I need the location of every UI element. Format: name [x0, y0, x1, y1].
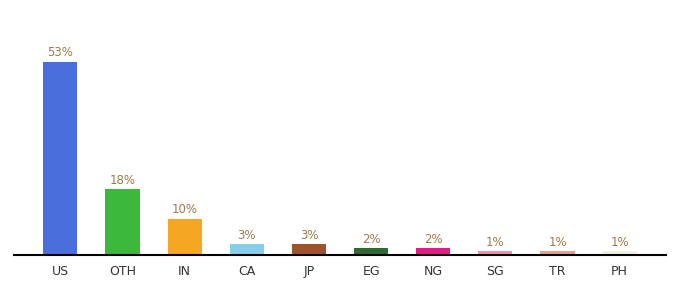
Bar [292, 244, 326, 255]
Text: 1%: 1% [486, 236, 505, 249]
Bar [354, 248, 388, 255]
Bar [167, 218, 202, 255]
Bar [602, 251, 636, 255]
Bar [44, 61, 78, 255]
Bar [416, 248, 450, 255]
Text: 3%: 3% [237, 229, 256, 242]
Text: 1%: 1% [611, 236, 629, 249]
Text: 3%: 3% [300, 229, 318, 242]
Text: 1%: 1% [548, 236, 567, 249]
Text: 2%: 2% [362, 232, 380, 245]
Bar [478, 251, 513, 255]
Text: 10%: 10% [171, 203, 198, 216]
Text: 18%: 18% [109, 174, 135, 187]
Bar [541, 251, 575, 255]
Text: 53%: 53% [48, 46, 73, 59]
Bar [105, 189, 139, 255]
Text: 2%: 2% [424, 232, 443, 245]
Bar [230, 244, 264, 255]
